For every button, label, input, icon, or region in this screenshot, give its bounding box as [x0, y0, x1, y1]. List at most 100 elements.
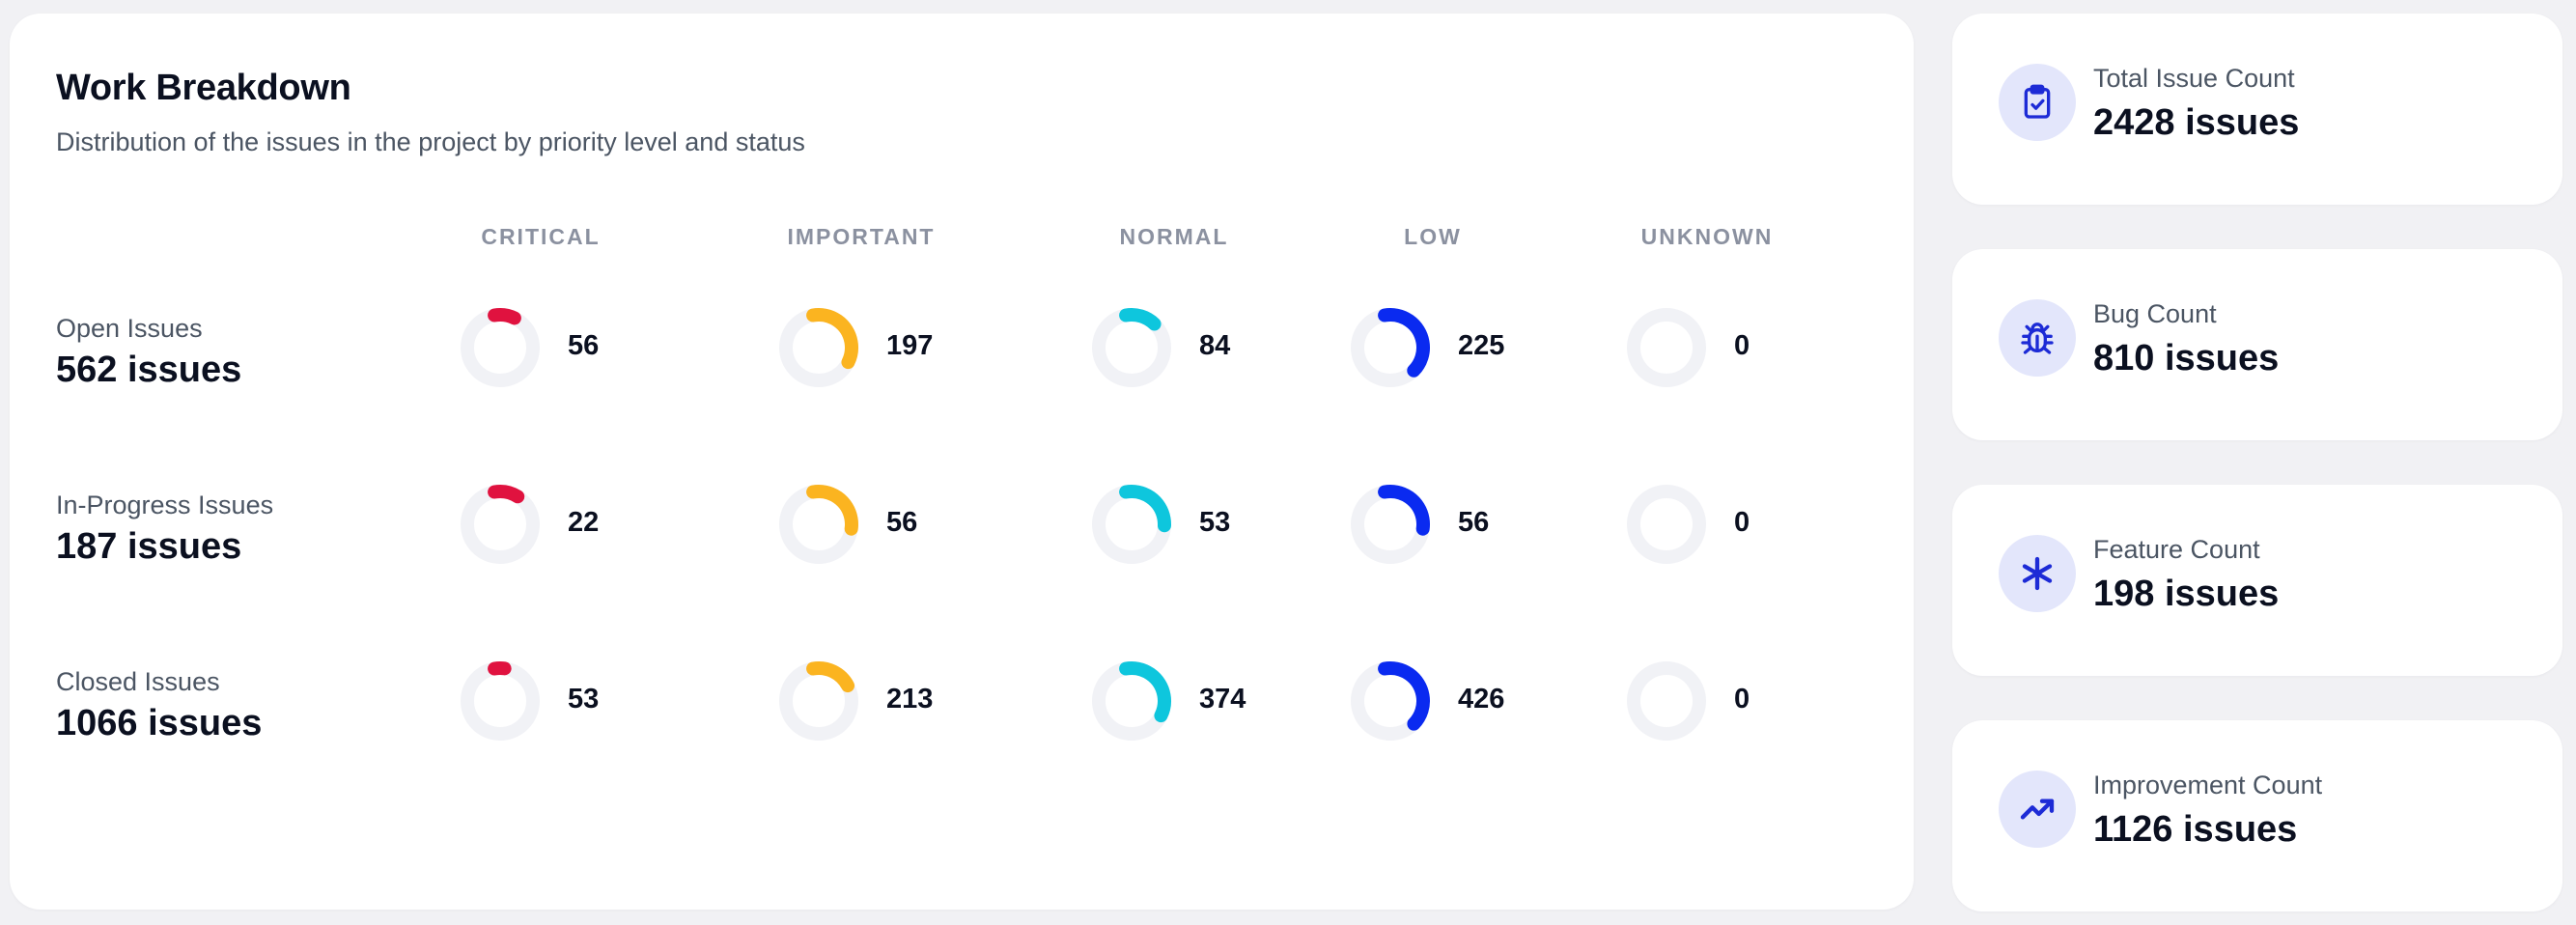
donut-count: 56: [886, 507, 918, 538]
donut-arc: [1351, 661, 1430, 741]
clipboard-check-icon: [2024, 84, 2051, 119]
donut-cell-in-progress-low[interactable]: 56: [1350, 484, 1524, 565]
donut-gauge: [779, 661, 858, 741]
row-total: 562 issues: [56, 350, 242, 390]
donut-cell-closed-normal[interactable]: 374: [1091, 660, 1265, 742]
card-title: Work Breakdown: [56, 68, 351, 108]
stat-card-improvement-count: Improvement Count 1126 issues: [1952, 720, 2562, 911]
donut-count: 197: [886, 330, 934, 361]
row-label-open: Open Issues 562 issues: [56, 313, 241, 392]
donut-cell-closed-critical[interactable]: 53: [460, 660, 633, 742]
donut-arc: [779, 485, 858, 564]
donut-cell-in-progress-important[interactable]: 56: [778, 484, 952, 565]
donut-gauge: [1627, 308, 1706, 387]
stat-label: Improvement Count: [2093, 771, 2323, 799]
column-header-critical: CRITICAL: [481, 224, 601, 249]
donut-track: [461, 661, 540, 741]
donut-arc: [461, 661, 540, 741]
work-breakdown-card: Work Breakdown Distribution of the issue…: [10, 14, 1914, 910]
donut-gauge: [1092, 661, 1171, 741]
donut-gauge: [1092, 308, 1171, 387]
donut-track: [1627, 308, 1706, 387]
donut-count: 0: [1734, 684, 1750, 715]
donut-arc: [1351, 485, 1430, 564]
donut-arc: [1092, 308, 1171, 387]
donut-track: [461, 308, 540, 387]
donut-gauge: [1351, 308, 1430, 387]
donut-arc: [779, 308, 858, 387]
donut-gauge: [1627, 485, 1706, 564]
row-total: 187 issues: [56, 526, 242, 567]
donut-count: 426: [1458, 684, 1505, 715]
donut-gauge: [461, 308, 540, 387]
row-name: Closed Issues: [56, 667, 220, 696]
donut-gauge: [1092, 485, 1171, 564]
donut-cell-closed-unknown[interactable]: 0: [1626, 660, 1800, 742]
row-total: 1066 issues: [56, 703, 263, 743]
stat-value: 2428 issues: [2093, 102, 2300, 143]
donut-arc: [461, 485, 540, 564]
donut-arc: [461, 308, 540, 387]
donut-track: [1627, 485, 1706, 564]
donut-count: 22: [568, 507, 600, 538]
donut-gauge: [1627, 661, 1706, 741]
donut-cell-open-critical[interactable]: 56: [460, 307, 633, 388]
stat-card-feature-count: Feature Count 198 issues: [1952, 485, 2562, 676]
donut-gauge: [1351, 485, 1430, 564]
stat-label: Feature Count: [2093, 535, 2260, 564]
stat-label: Bug Count: [2093, 299, 2217, 328]
donut-cell-open-important[interactable]: 197: [778, 307, 952, 388]
donut-count: 0: [1734, 330, 1750, 361]
row-name: In-Progress Issues: [56, 491, 274, 519]
donut-count: 213: [886, 684, 934, 715]
stat-label: Total Issue Count: [2093, 64, 2295, 93]
column-header-unknown: UNKNOWN: [1640, 224, 1774, 249]
donut-cell-open-unknown[interactable]: 0: [1626, 307, 1800, 388]
donut-gauge: [779, 485, 858, 564]
donut-cell-open-low[interactable]: 225: [1350, 307, 1524, 388]
donut-cell-in-progress-critical[interactable]: 22: [460, 484, 633, 565]
donut-cell-open-normal[interactable]: 84: [1091, 307, 1265, 388]
donut-count: 53: [568, 684, 600, 715]
donut-cell-in-progress-normal[interactable]: 53: [1091, 484, 1265, 565]
stat-value: 810 issues: [2093, 338, 2280, 378]
row-label-closed: Closed Issues 1066 issues: [56, 666, 262, 745]
donut-gauge: [461, 661, 540, 741]
donut-gauge: [461, 485, 540, 564]
donut-count: 84: [1199, 330, 1231, 361]
donut-arc: [779, 661, 858, 741]
column-header-important: IMPORTANT: [787, 224, 936, 249]
donut-gauge: [1351, 661, 1430, 741]
donut-arc: [1092, 485, 1171, 564]
donut-count: 56: [1458, 507, 1490, 538]
column-header-low: LOW: [1404, 224, 1462, 249]
donut-cell-closed-low[interactable]: 426: [1350, 660, 1524, 742]
row-label-in-progress: In-Progress Issues 187 issues: [56, 490, 273, 569]
donut-cell-closed-important[interactable]: 213: [778, 660, 952, 742]
bug-icon: [2021, 322, 2054, 354]
donut-count: 56: [568, 330, 600, 361]
stat-icon-badge: [1999, 64, 2076, 141]
donut-arc: [1092, 661, 1171, 741]
stat-value: 1126 issues: [2093, 809, 2298, 850]
donut-count: 0: [1734, 507, 1750, 538]
stat-icon-badge: [1999, 771, 2076, 848]
row-name: Open Issues: [56, 314, 203, 343]
donut-track: [1627, 661, 1706, 741]
stat-icon-badge: [1999, 299, 2076, 377]
donut-arc: [1351, 308, 1430, 387]
column-header-normal: NORMAL: [1119, 224, 1229, 249]
trending-up-icon: [2020, 799, 2055, 820]
donut-count: 374: [1199, 684, 1246, 715]
donut-count: 53: [1199, 507, 1231, 538]
stat-card-total-issues: Total Issue Count 2428 issues: [1952, 14, 2562, 205]
donut-cell-in-progress-unknown[interactable]: 0: [1626, 484, 1800, 565]
donut-count: 225: [1458, 330, 1505, 361]
asterisk-icon: [2022, 556, 2053, 591]
donut-gauge: [779, 308, 858, 387]
stat-value: 198 issues: [2093, 574, 2280, 614]
donut-track: [461, 485, 540, 564]
stat-card-bug-count: Bug Count 810 issues: [1952, 249, 2562, 440]
stat-icon-badge: [1999, 535, 2076, 612]
card-subtitle: Distribution of the issues in the projec…: [56, 127, 805, 156]
